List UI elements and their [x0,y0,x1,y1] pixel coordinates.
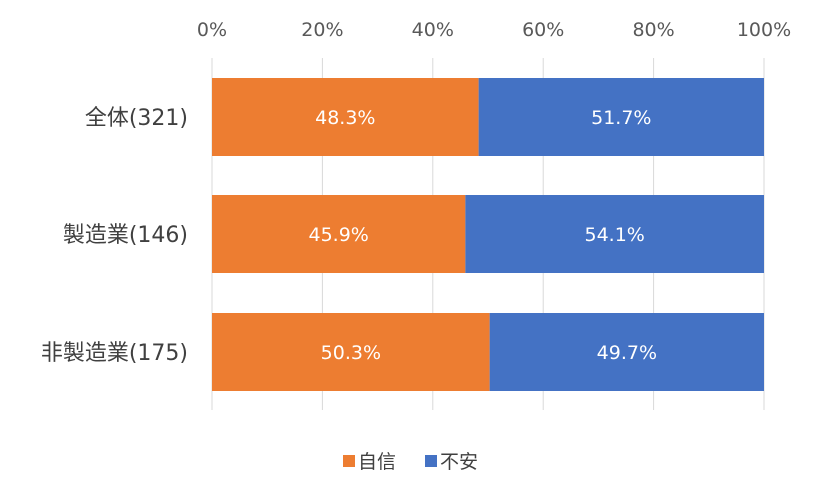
legend-swatch [343,455,355,467]
data-labels: 48.3% 51.7% 45.9% 54.1% 50.3% 49.7% [309,107,658,364]
data-label: 49.7% [597,342,657,364]
x-axis-ticks: 0% 20% 40% 60% 80% 100% [197,19,791,41]
legend-swatch [425,455,437,467]
data-label: 48.3% [315,107,375,129]
bars [212,78,764,391]
bar-segment [465,195,764,273]
data-label: 51.7% [591,107,651,129]
category-label: 製造業(146) [63,223,188,248]
bar-segment [212,195,466,273]
bar-segment [478,78,764,156]
data-label: 54.1% [585,224,645,246]
x-tick-label: 100% [737,19,791,41]
x-tick-label: 80% [632,19,674,41]
x-tick-label: 0% [197,19,227,41]
data-label: 50.3% [321,342,381,364]
bar-segment [489,313,764,391]
bar-segment [212,313,490,391]
x-tick-label: 40% [412,19,454,41]
data-label: 45.9% [309,224,369,246]
category-label: 全体(321) [85,106,188,131]
legend: 自信 不安 [343,451,478,473]
category-label: 非製造業(175) [41,341,188,366]
bar-segment [212,78,479,156]
x-tick-label: 60% [522,19,564,41]
legend-label: 不安 [440,451,478,473]
category-labels: 全体(321) 製造業(146) 非製造業(175) [41,106,188,366]
x-tick-label: 20% [301,19,343,41]
legend-label: 自信 [358,451,396,473]
